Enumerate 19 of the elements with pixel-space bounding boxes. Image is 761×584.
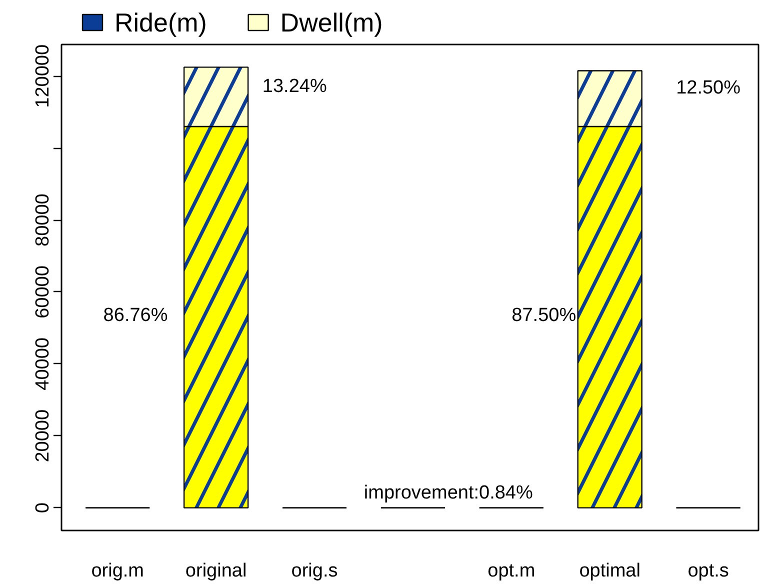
y-tick-label: 20000 (32, 409, 54, 462)
y-tick-label: 60000 (32, 266, 54, 318)
annotation: 86.76% (103, 305, 168, 326)
annotation: 87.50% (512, 305, 576, 326)
x-tick-label: optimal (579, 560, 640, 582)
y-tick-label: 40000 (32, 338, 54, 390)
x-tick-label: opt.s (688, 560, 729, 582)
legend-label: Ride(m) (114, 8, 207, 38)
annotation: improvement:0.84% (364, 482, 533, 504)
x-tick-label: original (185, 560, 247, 582)
y-tick-label: 0 (32, 502, 54, 514)
y-tick-label: 80000 (32, 194, 54, 246)
x-tick-label: opt.m (488, 560, 536, 582)
x-tick-label: orig.m (91, 560, 144, 582)
y-tick-label: 120000 (32, 44, 54, 108)
annotation: 13.24% (262, 76, 327, 97)
annotation: 12.50% (676, 78, 741, 99)
x-tick-label: orig.s (291, 560, 338, 582)
legend-label: Dwell(m) (280, 8, 383, 38)
